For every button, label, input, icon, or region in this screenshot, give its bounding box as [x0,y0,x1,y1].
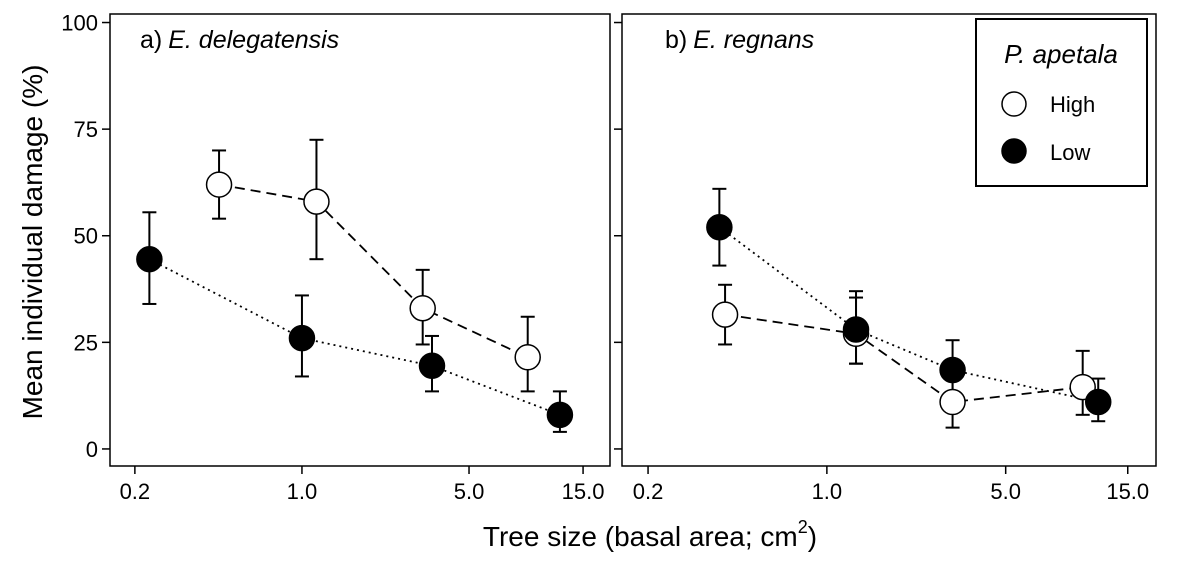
series-line-low [718,226,1099,403]
x-axis-title: Tree size (basal area; cm2) [483,517,817,552]
panel-a-frame [109,13,611,467]
panel-b-plot [706,187,1112,429]
data-point-low [939,356,966,384]
legend-marker-high [1001,91,1027,117]
legend: P. apetala High Low [975,18,1148,187]
panel-a-plot [136,138,574,433]
panel-a-x-tick-label: 1.0 [287,479,318,504]
data-point-low [546,401,574,429]
panel-a-axes: 0 25 50 75 100 0.2 1.0 5.0 15.0 [61,11,604,504]
series-line-high [218,183,529,359]
legend-title: P. apetala [1004,39,1118,69]
data-point-high [939,388,966,416]
legend-label-low: Low [1050,140,1090,165]
series-line-low [148,258,561,416]
panel-a-x-tick-label: 5.0 [454,479,485,504]
series-line-high [724,313,1083,403]
legend-label-high: High [1050,92,1095,117]
panel-b-x-tick-label: 0.2 [633,479,664,504]
x-axis-title-superscript: 2 [798,517,808,537]
legend-marker-low [1001,138,1027,164]
panel-b-axes: 0.2 1.0 5.0 15.0 [614,21,1149,504]
data-point-high [409,294,436,322]
x-axis-title-suffix: ) [808,521,817,552]
panel-b-x-tick-label: 1.0 [812,479,843,504]
data-point-low [418,352,446,380]
panel-b-x-tick-label: 15.0 [1106,479,1149,504]
panel-a-species: E. delegatensis [168,26,339,54]
data-point-high [514,344,541,371]
panel-a-title: a) E. delegatensis [140,26,339,54]
data-point-low [842,316,870,343]
data-point-low [1084,388,1112,416]
y-tick-label: 25 [74,330,98,355]
data-point-low [706,213,733,241]
y-tick-label: 100 [61,11,98,36]
panel-a-x-tick-label: 15.0 [562,479,605,504]
panel-b-x-tick-label: 5.0 [990,479,1021,504]
y-tick-label: 75 [74,117,98,142]
data-point-high [205,171,233,198]
data-point-low [288,324,316,352]
data-point-low [136,245,163,273]
y-tick-label: 0 [86,437,98,462]
y-axis-title: Mean individual damage (%) [17,65,48,420]
panel-b-label: b) [665,26,687,54]
panel-a: a) E. delegatensis [109,13,611,467]
x-axis-title-main: Tree size (basal area; cm [483,521,798,552]
y-tick-label: 50 [74,224,98,249]
data-point-high [303,188,330,215]
panel-a-label: a) [140,26,162,54]
panel-b-species: E. regnans [693,26,814,54]
panel-a-x-tick-label: 0.2 [120,479,151,504]
panel-b-title: b) E. regnans [665,26,814,54]
data-point-high [711,301,739,328]
